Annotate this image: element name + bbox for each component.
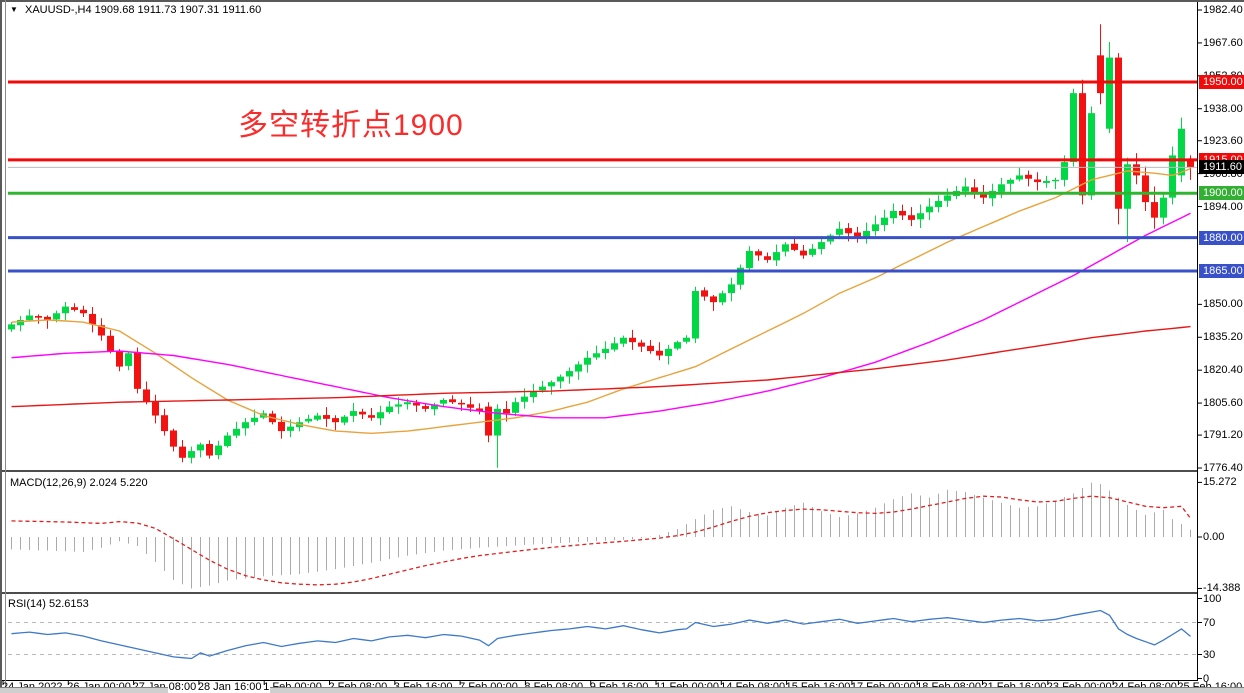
price-tick-label: 1938.00 xyxy=(1203,102,1243,115)
price-tick-label: 1967.60 xyxy=(1203,36,1243,49)
time-label: 28 Jan 16:00 xyxy=(197,681,262,693)
price-tick-label: 1805.60 xyxy=(1203,397,1243,410)
rsi-name: RSI(14) xyxy=(8,598,46,610)
macd-axis-label: 0.00 xyxy=(1203,531,1225,543)
window-left-border xyxy=(0,0,2,693)
price-tag-1865-00: 1865.00 xyxy=(1199,264,1244,278)
rsi-axis-label: 30 xyxy=(1203,648,1216,661)
rsi-axis-label: 100 xyxy=(1203,592,1222,605)
macd-axis-label: 15.272 xyxy=(1203,476,1237,489)
chart-title: ▼ XAUUSD-,H4 1909.68 1911.73 1907.31 191… xyxy=(10,4,261,16)
ohlc-high: 1911.73 xyxy=(137,4,177,16)
price-tick-label: 1835.20 xyxy=(1203,331,1243,344)
ohlc-low: 1907.31 xyxy=(179,4,220,16)
price-tick-label: 1791.20 xyxy=(1203,429,1243,442)
rsi-axis-label: 0 xyxy=(1203,672,1210,685)
price-tag-1950-00: 1950.00 xyxy=(1199,75,1244,90)
collapse-ohlc-arrow-icon[interactable]: ▼ xyxy=(10,5,18,14)
chart-annotation-text: 多空转折点1900 xyxy=(238,109,464,142)
chart-left-border xyxy=(5,0,6,693)
rsi-axis-label: 70 xyxy=(1203,616,1216,629)
price-tag-1900-00: 1900.00 xyxy=(1199,186,1244,201)
macd-axis-label: -14.388 xyxy=(1203,582,1241,595)
price-tick-label: 1982.40 xyxy=(1203,4,1243,16)
price-tick-label: 1850.00 xyxy=(1203,298,1243,311)
window-top-border xyxy=(0,0,1244,2)
price-tick-label: 1894.00 xyxy=(1203,200,1243,213)
price-tick-label: 1776.40 xyxy=(1203,461,1243,474)
macd-indicator-label: MACD(12,26,9) 2.024 5.220 xyxy=(10,477,148,489)
ohlc-open: 1909.68 xyxy=(94,4,135,16)
price-tag-1880-00: 1880.00 xyxy=(1199,230,1244,245)
price-tick-label: 1923.60 xyxy=(1203,134,1243,147)
rsi-indicator-label: RSI(14) 52.6153 xyxy=(8,598,89,610)
macd-name: MACD(12,26,9) xyxy=(10,477,87,489)
price-tick-label: 1820.40 xyxy=(1203,364,1243,377)
price-tag-1911-60: 1911.60 xyxy=(1199,160,1244,175)
rsi-value: 52.6153 xyxy=(48,598,89,610)
bottom-scrollbar-left[interactable] xyxy=(0,687,168,693)
bottom-scrollbar-thumb[interactable] xyxy=(270,687,1244,693)
ohlc-close: 1911.60 xyxy=(222,4,262,16)
macd-values: 2.024 5.220 xyxy=(89,477,148,489)
symbol-period-label: XAUUSD-,H4 xyxy=(24,4,92,16)
